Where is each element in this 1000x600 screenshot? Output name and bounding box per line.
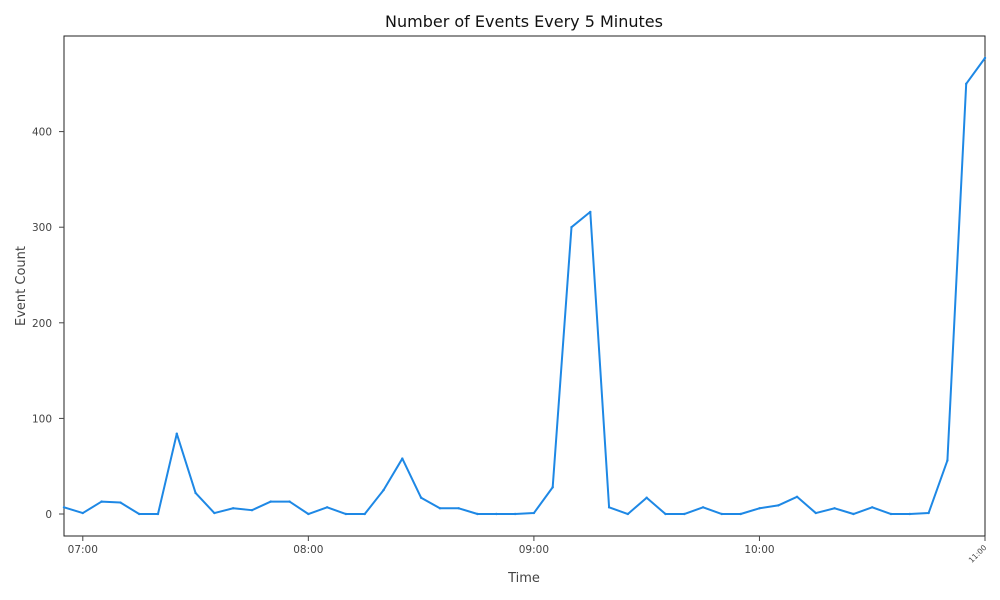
y-tick-label: 300 bbox=[32, 222, 52, 234]
x-axis-title: Time bbox=[507, 571, 540, 586]
data-point bbox=[908, 512, 912, 516]
plot-frame bbox=[63, 35, 986, 537]
data-point bbox=[194, 491, 197, 495]
data-point bbox=[382, 488, 385, 492]
data-point bbox=[325, 506, 329, 509]
data-point bbox=[570, 226, 573, 229]
data-point bbox=[814, 511, 818, 515]
data-point bbox=[607, 506, 611, 509]
data-point bbox=[137, 512, 141, 516]
data-point bbox=[250, 508, 254, 512]
data-point bbox=[119, 501, 122, 504]
data-point bbox=[645, 496, 648, 499]
data-point bbox=[457, 507, 460, 510]
data-point bbox=[62, 506, 66, 509]
y-tick-label: 0 bbox=[45, 509, 52, 521]
data-point bbox=[720, 512, 724, 516]
data-point bbox=[795, 495, 799, 499]
data-point bbox=[495, 512, 498, 516]
series-line bbox=[63, 56, 986, 516]
data-point bbox=[175, 432, 178, 435]
data-point bbox=[946, 459, 949, 462]
x-tick-label: 07:00 bbox=[68, 544, 98, 556]
y-tick-label: 200 bbox=[32, 318, 52, 330]
data-point bbox=[777, 504, 780, 507]
data-point bbox=[965, 82, 968, 86]
data-point bbox=[513, 512, 517, 516]
data-point bbox=[419, 496, 423, 499]
x-tick-label: 08:00 bbox=[293, 544, 323, 556]
data-point bbox=[213, 511, 216, 515]
data-point bbox=[344, 512, 348, 516]
x-axis: 07:00 08:00 09:00 10:00 11:00 bbox=[68, 536, 989, 565]
data-point bbox=[701, 506, 705, 509]
data-point bbox=[589, 210, 592, 214]
data-point bbox=[551, 486, 554, 489]
data-point bbox=[532, 511, 536, 515]
data-point bbox=[871, 506, 874, 509]
data-point bbox=[100, 500, 103, 503]
data-point bbox=[476, 512, 479, 516]
data-point bbox=[438, 507, 442, 510]
x-tick-label: 11:00 bbox=[967, 543, 989, 565]
data-point bbox=[307, 512, 310, 516]
y-tick-label: 100 bbox=[32, 413, 52, 425]
data-point bbox=[81, 511, 84, 515]
chart-title: Number of Events Every 5 Minutes bbox=[385, 12, 663, 31]
data-point bbox=[664, 512, 667, 516]
data-point bbox=[401, 457, 404, 460]
data-point bbox=[269, 500, 272, 503]
plot-area bbox=[62, 35, 987, 537]
data-point bbox=[156, 512, 160, 516]
data-point bbox=[852, 512, 855, 516]
data-point bbox=[739, 512, 742, 516]
x-tick-label: 10:00 bbox=[744, 544, 774, 556]
data-point bbox=[758, 507, 761, 510]
data-point bbox=[231, 507, 235, 510]
data-point bbox=[288, 500, 291, 503]
y-axis-title: Event Count bbox=[14, 246, 29, 326]
data-point bbox=[683, 512, 686, 516]
x-tick-label: 09:00 bbox=[519, 544, 549, 556]
data-point bbox=[363, 512, 366, 516]
data-point bbox=[833, 507, 836, 510]
data-point bbox=[927, 511, 930, 515]
data-point bbox=[983, 56, 987, 60]
y-tick-label: 400 bbox=[32, 127, 52, 139]
data-point bbox=[626, 512, 630, 516]
data-point bbox=[889, 512, 893, 516]
y-axis: 0 100 200 300 400 bbox=[32, 127, 64, 521]
